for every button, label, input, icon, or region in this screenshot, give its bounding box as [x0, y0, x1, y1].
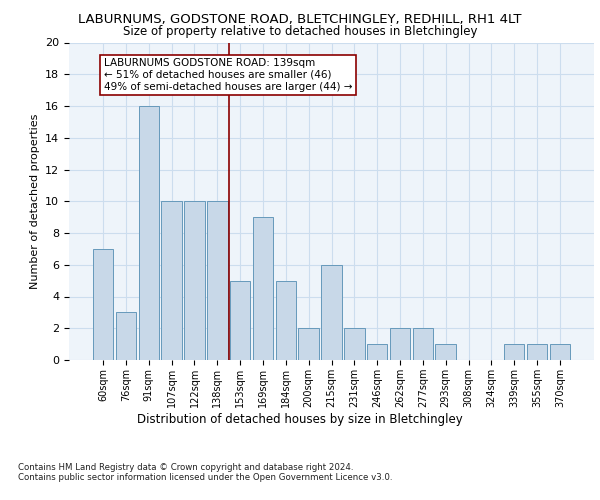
Bar	[161, 201, 182, 360]
Bar	[253, 217, 273, 360]
Bar	[139, 106, 159, 360]
Bar	[184, 201, 205, 360]
Bar	[93, 249, 113, 360]
Bar	[298, 328, 319, 360]
Bar	[230, 280, 250, 360]
Text: Size of property relative to detached houses in Bletchingley: Size of property relative to detached ho…	[123, 25, 477, 38]
Bar	[321, 265, 342, 360]
Bar	[436, 344, 456, 360]
Bar	[527, 344, 547, 360]
Bar	[275, 280, 296, 360]
Bar	[390, 328, 410, 360]
Bar	[344, 328, 365, 360]
Bar	[116, 312, 136, 360]
Y-axis label: Number of detached properties: Number of detached properties	[29, 114, 40, 289]
Bar	[413, 328, 433, 360]
Text: Distribution of detached houses by size in Bletchingley: Distribution of detached houses by size …	[137, 412, 463, 426]
Text: LABURNUMS GODSTONE ROAD: 139sqm
← 51% of detached houses are smaller (46)
49% of: LABURNUMS GODSTONE ROAD: 139sqm ← 51% of…	[104, 58, 352, 92]
Bar	[550, 344, 570, 360]
Bar	[367, 344, 388, 360]
Bar	[207, 201, 227, 360]
Bar	[504, 344, 524, 360]
Text: Contains HM Land Registry data © Crown copyright and database right 2024.
Contai: Contains HM Land Registry data © Crown c…	[18, 462, 392, 482]
Text: LABURNUMS, GODSTONE ROAD, BLETCHINGLEY, REDHILL, RH1 4LT: LABURNUMS, GODSTONE ROAD, BLETCHINGLEY, …	[78, 12, 522, 26]
